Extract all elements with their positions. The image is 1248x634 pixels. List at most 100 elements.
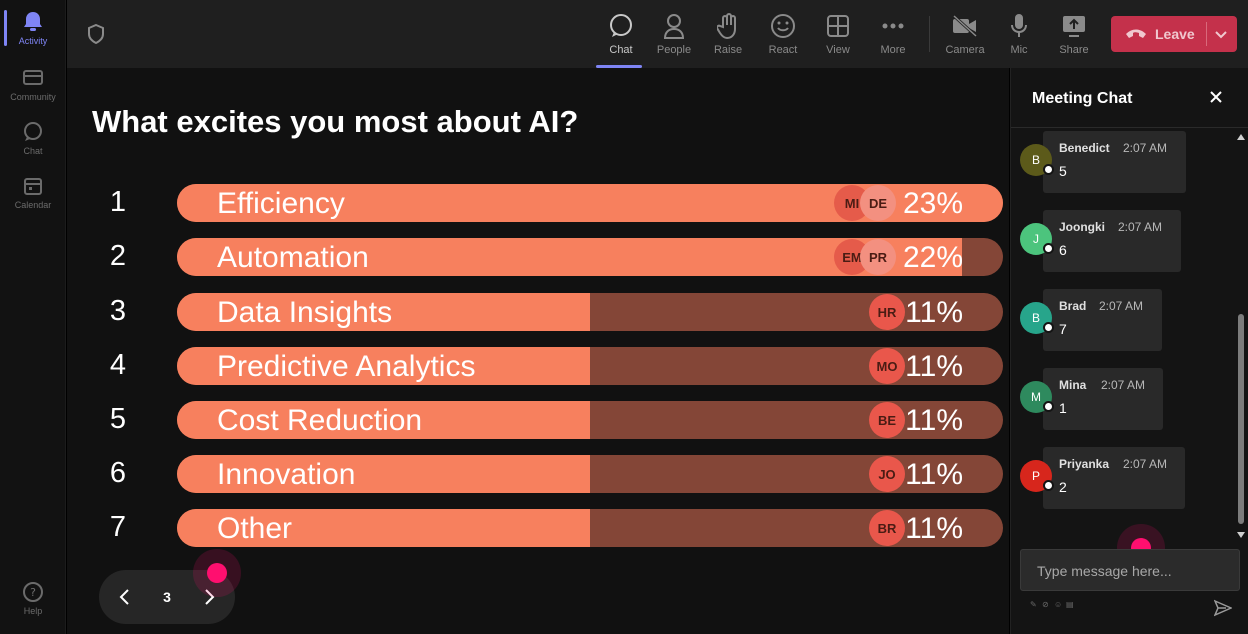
message-bubble[interactable]: Benedict 2:07 AM 5 (1043, 131, 1186, 193)
chat-scrollbar[interactable] (1235, 130, 1247, 542)
chevron-left-icon[interactable] (115, 587, 135, 607)
format-toolbar: ✎ ⊘ ☺ ▤ (1030, 601, 1074, 609)
chat-message-input[interactable]: Type message here... (1020, 549, 1240, 591)
poll-question: What excites you most about AI? (92, 104, 579, 139)
react-label: React (768, 44, 798, 56)
option-percent: 11% (905, 296, 963, 329)
option-number: 1 (109, 186, 127, 218)
message-text: 7 (1059, 321, 1067, 337)
microphone-icon (1005, 12, 1033, 40)
presence-status-icon (1043, 322, 1054, 333)
option-bar-fill (177, 455, 590, 493)
camera-button[interactable]: Camera (938, 8, 992, 62)
message-bubble[interactable]: Joongki 2:07 AM 6 (1043, 210, 1181, 272)
share-button[interactable]: Share (1047, 8, 1101, 62)
leave-label: Leave (1155, 26, 1195, 42)
poll-option-row: 2 Automation EM PR 22% (67, 238, 1009, 276)
gif-icon[interactable]: ▤ (1066, 600, 1074, 609)
option-bar: Cost Reduction BE 11% (177, 401, 1003, 439)
voter-avatar: PR (860, 239, 896, 275)
scroll-down-arrow-icon[interactable] (1237, 532, 1245, 538)
voter-avatar: DE (860, 185, 896, 221)
message-bubble[interactable]: Brad 2:07 AM 7 (1043, 289, 1162, 351)
view-button[interactable]: View (811, 8, 865, 62)
sender-name: Joongki (1059, 220, 1106, 234)
voter-avatar: HR (869, 294, 905, 330)
option-bar-fill (177, 238, 962, 276)
option-number: 7 (109, 511, 127, 543)
react-button[interactable]: React (756, 8, 810, 62)
chevron-down-icon[interactable] (1214, 27, 1228, 41)
option-bar-fill (177, 293, 590, 331)
mic-label: Mic (1010, 44, 1028, 56)
rail-label: Chat (23, 145, 43, 156)
option-percent: 11% (905, 458, 963, 491)
option-bar-fill (177, 509, 590, 547)
meeting-toolbar: Chat People Raise React View More (67, 0, 1248, 68)
raise-hand-button[interactable]: Raise (701, 8, 755, 62)
option-percent: 11% (905, 512, 963, 545)
message-time: 2:07 AM (1118, 220, 1163, 234)
poll-option-row: 1 Efficiency MI DE 23% (67, 184, 1009, 222)
sender-name: Benedict (1059, 141, 1110, 155)
message-time: 2:07 AM (1123, 457, 1168, 471)
camera-off-icon (951, 12, 979, 40)
rail-item-chat[interactable]: Chat (0, 112, 66, 164)
share-label: Share (1059, 44, 1089, 56)
leave-button[interactable]: Leave (1111, 16, 1237, 52)
share-screen-icon (1060, 12, 1088, 40)
message-bubble[interactable]: Mina 2:07 AM 1 (1043, 368, 1163, 430)
option-bar: Data Insights HR 11% (177, 293, 1003, 331)
rail-item-community[interactable]: Community (0, 58, 66, 110)
rail-item-calendar[interactable]: Calendar (0, 166, 66, 218)
more-label: More (880, 44, 906, 56)
more-button[interactable]: More (866, 8, 920, 62)
presence-status-icon (1043, 164, 1054, 175)
hand-icon (714, 12, 742, 40)
rail-item-activity[interactable]: Activity (0, 2, 66, 54)
option-label: Predictive Analytics (217, 350, 476, 383)
chat-divider (1011, 127, 1248, 128)
pointer-indicator (207, 563, 227, 583)
presence-status-icon (1043, 401, 1054, 412)
voter-avatar: BE (869, 402, 905, 438)
emoji-icon[interactable]: ☺ (1054, 600, 1063, 609)
people-button[interactable]: People (647, 8, 701, 62)
option-bar: Predictive Analytics MO 11% (177, 347, 1003, 385)
people-icon (660, 12, 688, 40)
chat-button[interactable]: Chat (594, 8, 648, 68)
option-label: Cost Reduction (217, 404, 423, 437)
rail-item-help[interactable]: ? Help (0, 572, 66, 624)
scroll-up-arrow-icon[interactable] (1237, 134, 1245, 140)
voter-avatar: JO (869, 456, 905, 492)
option-bar: Efficiency MI DE 23% (177, 184, 1003, 222)
format-icon[interactable]: ✎ (1030, 600, 1037, 609)
option-bar-fill (177, 347, 590, 385)
svg-text:?: ? (30, 586, 36, 599)
option-percent: 11% (905, 404, 963, 437)
option-number: 6 (109, 457, 127, 489)
voter-avatar: BR (869, 510, 905, 546)
send-icon[interactable] (1213, 599, 1233, 617)
chat-label: Chat (609, 44, 633, 56)
message-text: 5 (1059, 163, 1067, 179)
message-time: 2:07 AM (1123, 141, 1168, 155)
option-number: 4 (109, 349, 127, 381)
mic-button[interactable]: Mic (992, 8, 1046, 62)
chevron-right-icon[interactable] (199, 587, 219, 607)
people-label: People (656, 44, 692, 56)
raise-label: Raise (713, 44, 743, 56)
rail-label: Help (23, 605, 43, 616)
shield-icon[interactable] (87, 23, 105, 45)
poll-option-row: 7 Other BR 11% (67, 509, 1009, 547)
message-text: 2 (1059, 479, 1067, 495)
meeting-chat-panel: Meeting Chat Benedict 2:07 AM 5 B Joongki 2:0… (1010, 68, 1248, 634)
scroll-thumb[interactable] (1238, 314, 1244, 524)
close-icon[interactable] (1209, 90, 1225, 106)
message-bubble[interactable]: Priyanka 2:07 AM 2 (1043, 447, 1185, 509)
chat-icon (22, 121, 44, 143)
option-bar-fill (177, 401, 590, 439)
page-number: 3 (163, 589, 171, 605)
grid-icon (824, 12, 852, 40)
attach-icon[interactable]: ⊘ (1042, 600, 1049, 609)
